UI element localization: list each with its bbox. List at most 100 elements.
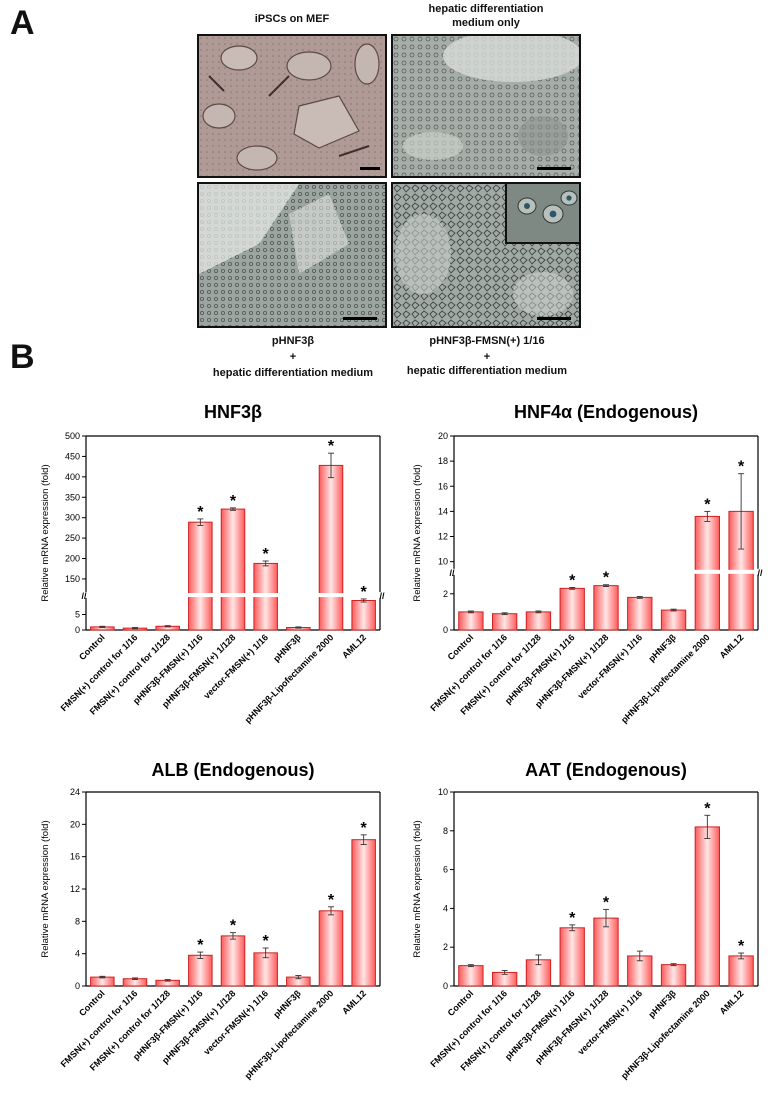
axis-break-gap	[446, 568, 458, 575]
y-tick-label: 6	[443, 865, 448, 875]
significance-star: *	[197, 937, 204, 954]
bar	[660, 609, 687, 631]
chart-aat-svg: AAT (Endogenous) Relative mRNA expression…	[412, 760, 759, 1081]
x-category-label: pHNF3β	[647, 988, 679, 1020]
y-tick-label: 5	[75, 609, 80, 619]
chart-hnf3b-svg: HNF3β Relative mRNA expression (fold) 0 5 15…	[40, 402, 388, 725]
bar	[728, 955, 754, 987]
micrograph-title-medium-line1: hepatic differentiation	[428, 3, 544, 15]
bar	[593, 585, 619, 631]
chart-title: HNF3β	[204, 402, 262, 422]
bar	[458, 611, 484, 631]
chart-alb: ALB (Endogenous) Relative mRNA expression…	[0, 754, 395, 1104]
bar	[694, 826, 720, 987]
axis-break-mark: //	[379, 591, 385, 601]
axis-break-gap	[78, 592, 90, 599]
bar	[458, 965, 484, 987]
significance-star: *	[704, 800, 711, 817]
caption-fmsn-line3: hepatic differentiation medium	[406, 365, 568, 377]
x-category-label: vector-FMSN(+) 1/16	[576, 988, 644, 1056]
micrograph-title-medium-line2: medium only	[452, 17, 520, 29]
x-category-label: Control	[77, 988, 107, 1018]
x-category-label: pHNF3β	[271, 632, 303, 664]
y-tick-label: 12	[438, 532, 448, 542]
y-tick-label: 2	[443, 942, 448, 952]
bar	[220, 508, 246, 631]
caption-fmsn-line2: +	[483, 351, 491, 363]
bar	[188, 954, 213, 987]
y-tick-label: 14	[438, 506, 448, 516]
significance-star: *	[738, 938, 745, 955]
significance-star: *	[361, 820, 368, 837]
y-tick-label: 8	[75, 916, 80, 926]
micrograph-inset-zoom	[505, 182, 581, 244]
axis-break-gap	[754, 568, 766, 575]
significance-star: *	[738, 459, 745, 476]
significance-star: *	[603, 894, 610, 911]
caption-phnf3b-line2: +	[289, 351, 297, 363]
chart-hnf4a-svg: HNF4α (Endogenous) Relative mRNA expressi…	[412, 402, 766, 725]
y-tick-label: 4	[75, 949, 80, 959]
bar	[188, 521, 213, 631]
axis-break-gap	[376, 592, 388, 599]
axis-break-mark: //	[449, 568, 455, 578]
y-axis-label: Relative mRNA expression (fold)	[412, 464, 423, 601]
x-category-label: Control	[446, 988, 476, 1018]
y-tick-label: 150	[65, 574, 80, 584]
y-tick-label: 20	[438, 431, 448, 441]
significance-star: *	[704, 496, 711, 513]
y-tick-label: 0	[443, 981, 448, 991]
chart-alb-svg: ALB (Endogenous) Relative mRNA expression…	[40, 760, 381, 1081]
micrograph-phnf3b	[197, 182, 387, 328]
bar	[351, 600, 376, 631]
scale-bar	[360, 167, 380, 170]
y-axis-label: Relative mRNA expression (fold)	[412, 820, 423, 957]
y-tick-label: 20	[70, 819, 80, 829]
bar	[559, 927, 585, 987]
significance-star: *	[263, 933, 270, 950]
y-tick-label: 2	[443, 589, 448, 599]
y-tick-label: 12	[70, 884, 80, 894]
y-tick-label: 450	[65, 451, 80, 461]
y-axis-label: Relative mRNA expression (fold)	[40, 820, 51, 957]
bar-break-gap	[220, 593, 246, 598]
significance-star: *	[569, 910, 576, 927]
bar	[559, 587, 585, 631]
bar	[660, 964, 687, 987]
y-tick-label: 16	[438, 481, 448, 491]
y-tick-label: 18	[438, 456, 448, 466]
chart-title: ALB (Endogenous)	[152, 760, 315, 780]
caption-phnf3b-line1: pHNF3β	[271, 335, 315, 347]
panel-a-letter: A	[10, 4, 35, 42]
bar	[627, 596, 653, 631]
chart-title: HNF4α (Endogenous)	[514, 402, 698, 422]
bar-break-gap	[252, 593, 279, 598]
x-category-label: Control	[77, 632, 107, 662]
significance-star: *	[569, 572, 576, 589]
scale-bar	[343, 317, 377, 320]
bar	[492, 613, 518, 631]
bar	[593, 917, 619, 987]
bar-break-gap	[318, 593, 344, 598]
x-category-label: AML12	[718, 988, 746, 1016]
x-category-label: vector-FMSN(+) 1/16	[576, 632, 644, 700]
y-tick-label: 10	[438, 787, 448, 797]
bar	[90, 976, 115, 987]
caption-fmsn-line1: pHNF3β-FMSN(+) 1/16	[429, 335, 545, 347]
axis-break-mark: //	[81, 591, 87, 601]
chart-aat: AAT (Endogenous) Relative mRNA expression…	[388, 754, 770, 1104]
y-tick-label: 0	[75, 981, 80, 991]
micrograph-title-ipsc: iPSCs on MEF	[254, 13, 330, 25]
scale-bar	[537, 167, 571, 170]
chart-hnf3b: HNF3β Relative mRNA expression (fold) 0 5 15…	[0, 398, 395, 728]
y-tick-label: 4	[443, 903, 448, 913]
chart-title: AAT (Endogenous)	[525, 760, 687, 780]
significance-star: *	[603, 570, 610, 587]
bar	[318, 910, 344, 987]
micrograph-medium-only	[391, 34, 581, 178]
y-tick-label: 250	[65, 533, 80, 543]
micrograph-ipsc-on-mef	[197, 34, 387, 178]
y-tick-label: 0	[443, 625, 448, 635]
x-category-label: pHNF3β	[647, 632, 679, 664]
y-tick-label: 400	[65, 472, 80, 482]
